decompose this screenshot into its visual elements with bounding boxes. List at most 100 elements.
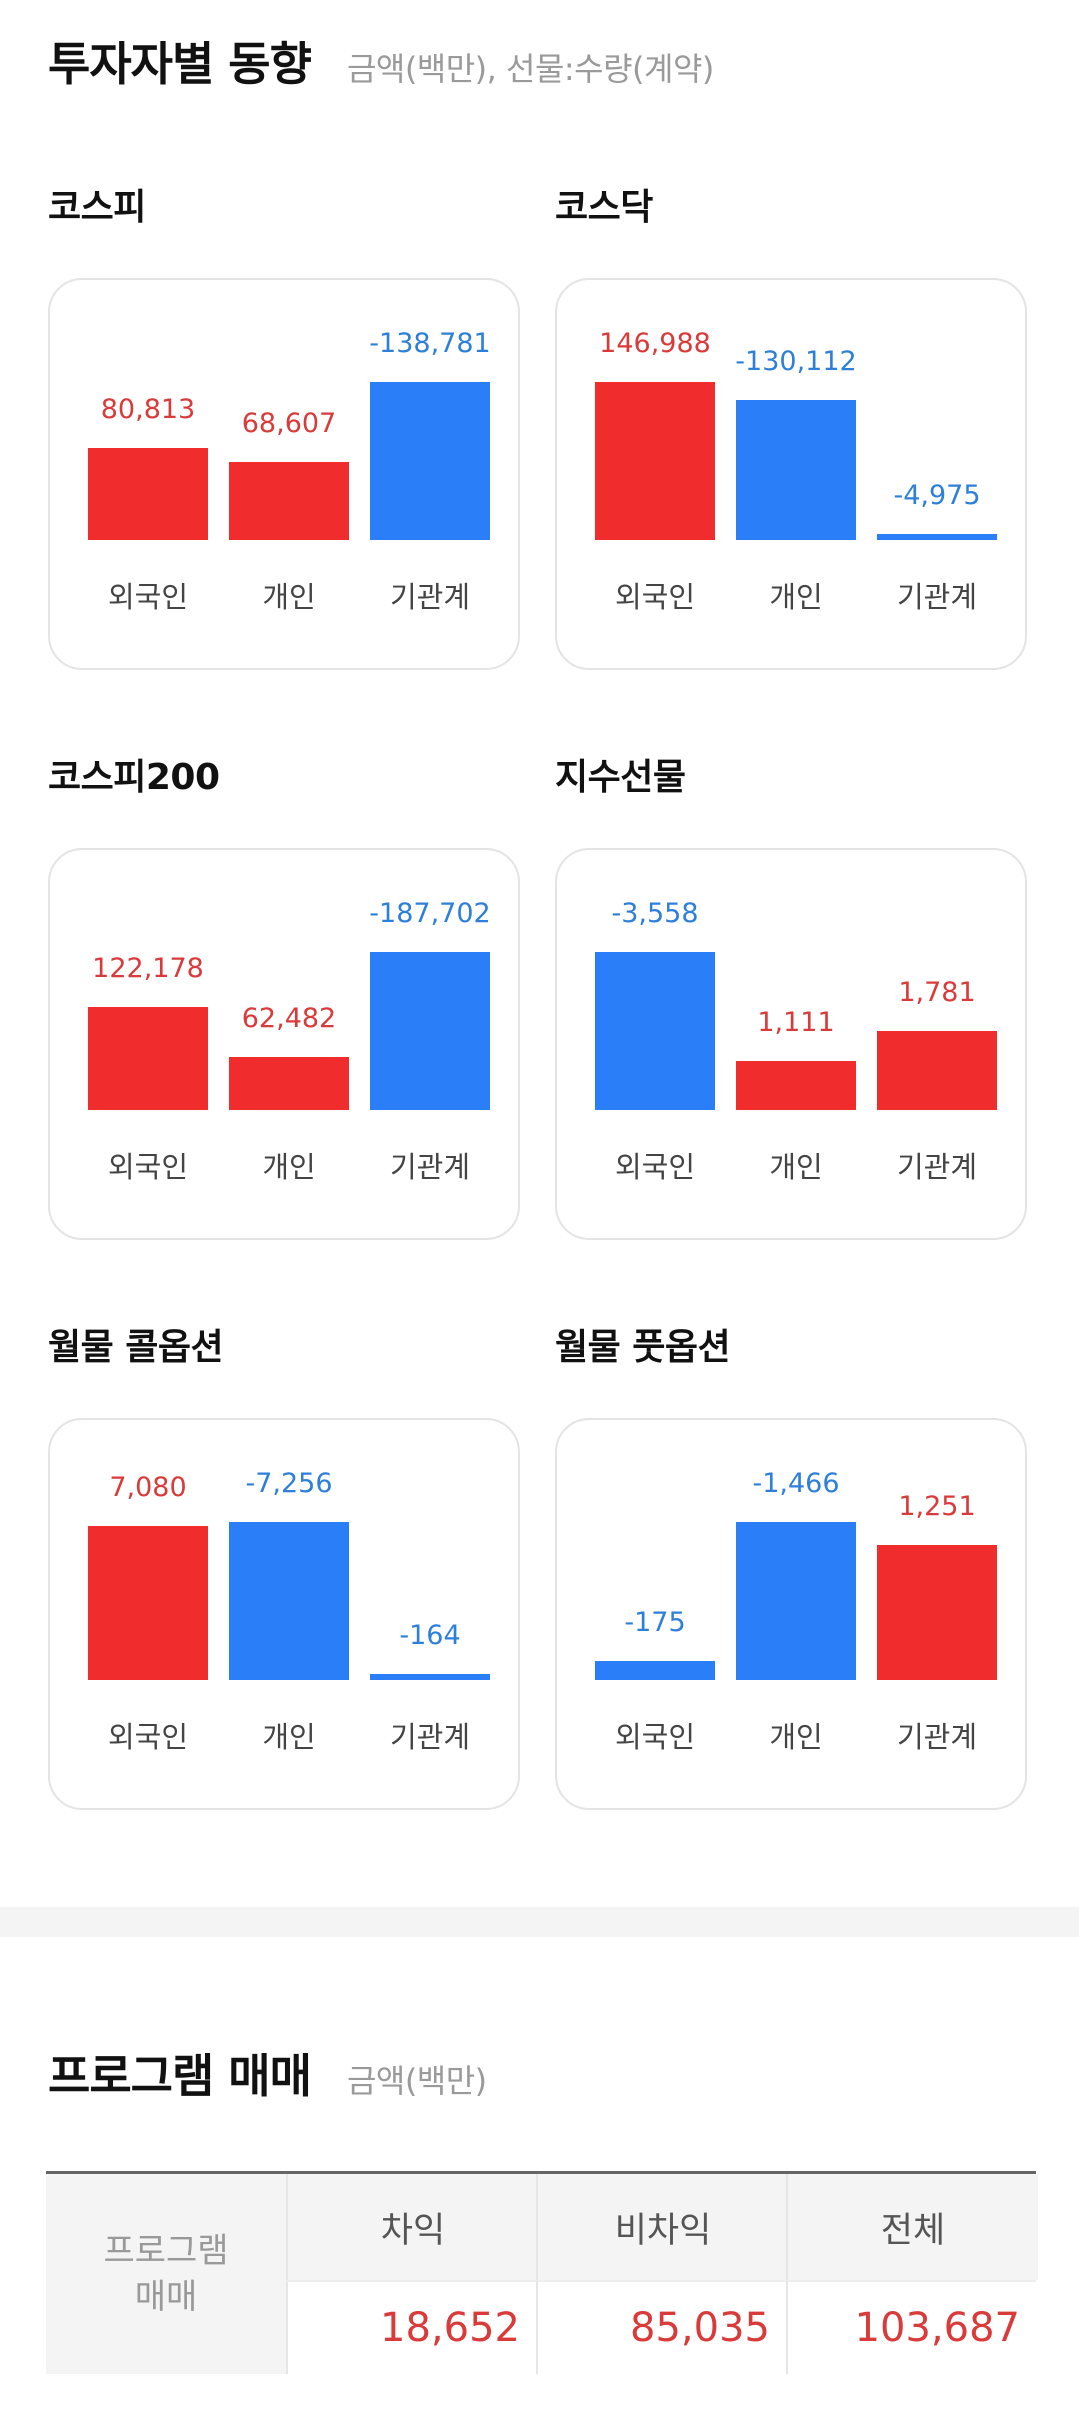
bar-negative [736,1522,856,1680]
bar-value-label: -187,702 [369,898,491,929]
bar-value-label: -3,558 [611,898,699,929]
section-divider [0,1907,1079,1937]
bar-category-label: 개인 [769,580,823,614]
bar-positive [736,1061,856,1110]
bar-column: 146,988 외국인 [595,280,715,668]
bar-column: 1,251 기관계 [877,1420,997,1808]
bar-category-label: 외국인 [614,1150,696,1184]
bar-category-label: 외국인 [614,1720,696,1754]
program-row-header-line1: 프로그램 [103,2231,229,2271]
bar-value-label: 62,482 [241,1003,337,1034]
chart-title-index-futures: 지수선물 [555,757,686,798]
bar-negative [877,534,997,540]
investor-section-subtitle: 금액(백만), 선물:수량(계약) [346,50,714,88]
bar-negative [229,1522,349,1680]
chart-title-call-options: 월물 콜옵션 [48,1327,224,1368]
bar-category-label: 개인 [262,580,316,614]
program-section-title: 프로그램 매매 [48,2049,312,2103]
bar-positive [88,1007,208,1110]
bar-value-label: -130,112 [735,346,857,377]
bar-positive [595,382,715,540]
bar-column: -130,112 개인 [735,280,856,668]
bar-value-label: -138,781 [369,328,491,359]
bar-value-label: -1,466 [752,1468,840,1499]
bar-positive [877,1545,997,1680]
bar-value-label: 80,813 [100,394,196,425]
bar-positive [88,1526,208,1680]
bar-category-label: 기관계 [896,580,978,614]
bar-value-label: 68,607 [241,408,337,439]
bar-negative [370,382,490,540]
bar-column: 1,781 기관계 [877,850,997,1238]
bar-negative [595,1661,715,1680]
bar-value-label: 1,251 [898,1491,976,1522]
bar-column: 122,178 외국인 [88,850,208,1238]
bar-column: -7,256 개인 [229,1420,349,1808]
chart-card-kosdaq: 146,988 외국인 -130,112 개인 -4,975 기관계 [555,278,1027,670]
bar-column: -1,466 개인 [736,1420,856,1808]
bar-column: -4,975 기관계 [877,280,997,668]
bar-value-label: 1,111 [757,1007,835,1038]
chart-card-put-options: -175 외국인 -1,466 개인 1,251 기관계 [555,1418,1027,1810]
bar-column: 1,111 개인 [736,850,856,1238]
bar-column: -187,702 기관계 [369,850,490,1238]
bar-value-label: -7,256 [245,1468,333,1499]
bar-category-label: 기관계 [896,1720,978,1754]
bar-category-label: 기관계 [389,1150,471,1184]
bar-column: -175 외국인 [595,1420,715,1808]
bar-positive [88,448,208,540]
program-section-subtitle: 금액(백만) [346,2062,487,2100]
bar-category-label: 외국인 [107,1150,189,1184]
bar-column: -164 기관계 [370,1420,490,1808]
program-row-header: 프로그램 매매 [46,2174,286,2374]
bar-category-label: 외국인 [107,580,189,614]
bar-category-label: 외국인 [614,580,696,614]
bar-negative [370,1674,490,1680]
bar-column: 80,813 외국인 [88,280,208,668]
bar-value-label: 1,781 [898,977,976,1008]
col-header-non-arbitrage: 비차익 [536,2174,788,2280]
bar-column: 7,080 외국인 [88,1420,208,1808]
bar-value-label: 122,178 [92,953,204,984]
chart-title-kospi: 코스피 [48,187,146,228]
chart-title-put-options: 월물 풋옵션 [555,1327,731,1368]
bar-value-label: -175 [624,1607,686,1638]
bar-positive [229,1057,349,1110]
chart-card-call-options: 7,080 외국인 -7,256 개인 -164 기관계 [48,1418,520,1810]
bar-value-label: 7,080 [109,1472,187,1503]
bar-column: 68,607 개인 [229,280,349,668]
bar-column: -3,558 외국인 [595,850,715,1238]
col-header-arbitrage: 차익 [286,2174,538,2280]
program-section-header: 프로그램 매매 금액(백만) [48,2040,487,2106]
bar-positive [877,1031,997,1110]
bar-category-label: 개인 [262,1150,316,1184]
bar-negative [736,400,856,540]
cell-total-value: 103,687 [786,2280,1036,2374]
bar-column: 62,482 개인 [229,850,349,1238]
bar-category-label: 개인 [262,1720,316,1754]
bar-negative [370,952,490,1110]
bar-column: -138,781 기관계 [369,280,490,668]
bar-category-label: 기관계 [389,1720,471,1754]
bar-category-label: 기관계 [389,580,471,614]
bar-positive [229,462,349,540]
investor-section-header: 투자자별 동향 금액(백만), 선물:수량(계약) [48,28,714,94]
bar-value-label: 146,988 [599,328,711,359]
bar-value-label: -4,975 [893,480,981,511]
chart-card-kospi200: 122,178 외국인 62,482 개인 -187,702 기관계 [48,848,520,1240]
bar-category-label: 기관계 [896,1150,978,1184]
chart-card-kospi: 80,813 외국인 68,607 개인 -138,781 기관계 [48,278,520,670]
bar-category-label: 외국인 [107,1720,189,1754]
chart-title-kosdaq: 코스닥 [555,187,653,228]
col-header-total: 전체 [786,2174,1038,2280]
chart-card-index-futures: -3,558 외국인 1,111 개인 1,781 기관계 [555,848,1027,1240]
program-row-header-line2: 매매 [134,2277,198,2317]
program-trading-table: 프로그램 매매 차익 비차익 전체 18,652 85,035 103,687 [46,2171,1038,2374]
bar-category-label: 개인 [769,1720,823,1754]
investor-section-title: 투자자별 동향 [48,37,312,91]
cell-arbitrage-value: 18,652 [286,2280,536,2374]
bar-category-label: 개인 [769,1150,823,1184]
bar-value-label: -164 [399,1620,461,1651]
bar-negative [595,952,715,1110]
chart-title-kospi200: 코스피200 [48,757,220,798]
